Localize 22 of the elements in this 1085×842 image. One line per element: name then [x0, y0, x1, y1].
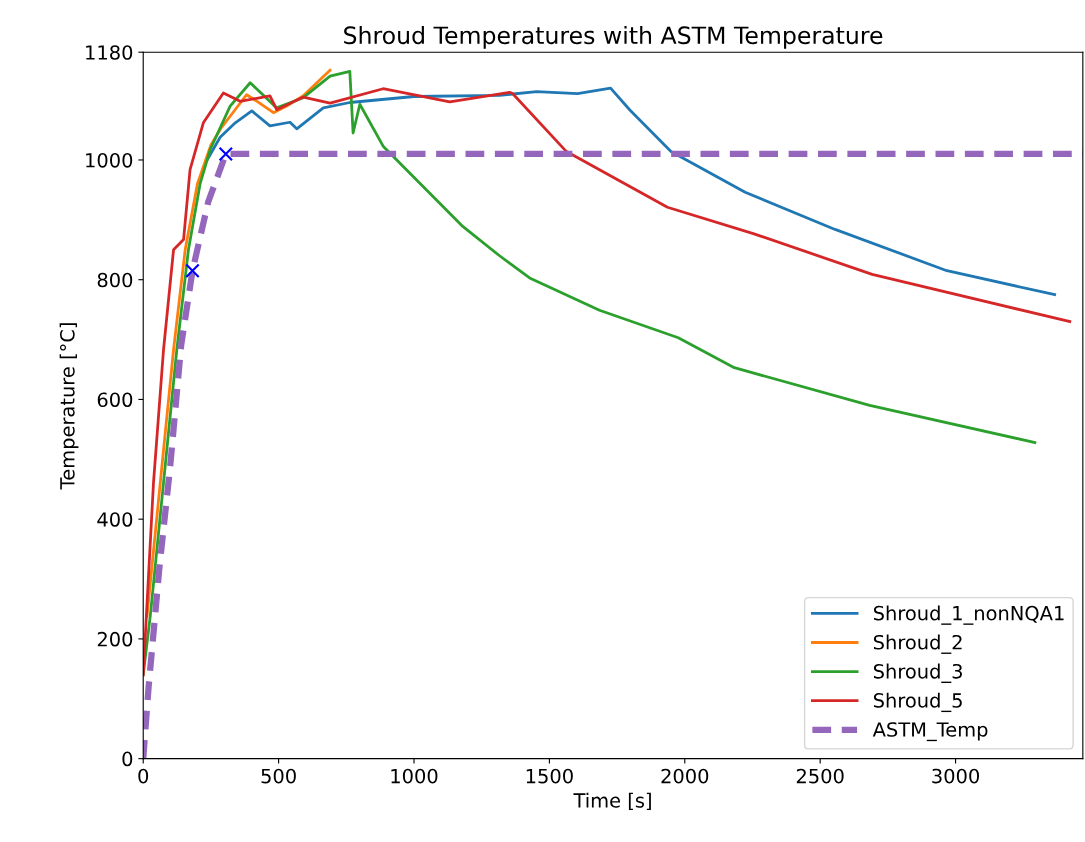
x-tick-label: 0 — [138, 768, 149, 784]
chart-title: Shroud Temperatures with ASTM Temperature — [344, 25, 883, 49]
y-tick-label: 400 — [97, 512, 133, 527]
y-tick-label: 600 — [97, 392, 133, 408]
x-tick-label: 2500 — [796, 768, 844, 784]
x-axis-title: Time [s] — [573, 792, 651, 811]
y-tick-label: 1180 — [86, 45, 133, 60]
legend-label: Shroud_1_nonNQA1 — [873, 605, 1064, 625]
y-axis-title: Temperature [°C] — [59, 323, 79, 490]
x-tick-label: 3000 — [932, 768, 980, 784]
y-tick-label: 800 — [97, 272, 133, 288]
x-tick-label: 2000 — [661, 768, 709, 784]
y-tick-label: 0 — [122, 751, 133, 767]
y-tick-label: 1000 — [86, 152, 133, 168]
x-tick-label: 1500 — [526, 768, 573, 784]
legend-label: Shroud_3 — [873, 663, 962, 683]
legend-label: Shroud_5 — [873, 692, 962, 713]
y-tick-label: 200 — [97, 631, 133, 647]
legend-label: ASTM_Temp — [872, 722, 988, 742]
x-tick-label: 500 — [261, 768, 296, 784]
legend-label: Shroud_2 — [873, 634, 962, 654]
x-tick-label: 1000 — [391, 768, 438, 784]
